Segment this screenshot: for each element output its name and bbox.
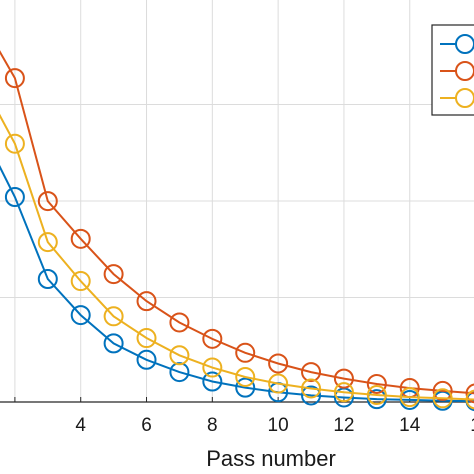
legend-marker — [455, 34, 474, 54]
data-point — [4, 68, 25, 89]
data-point — [169, 312, 190, 333]
data-point — [366, 373, 387, 394]
data-point — [4, 187, 25, 207]
series-layer — [0, 50, 474, 412]
data-point — [37, 191, 58, 212]
data-point — [465, 389, 474, 410]
data-point — [169, 362, 190, 383]
x-tick-label: 1 — [470, 415, 474, 436]
x-tick-label: 12 — [333, 415, 354, 436]
data-point — [235, 377, 256, 398]
data-point — [103, 264, 124, 285]
data-point — [432, 380, 453, 401]
data-point — [432, 388, 453, 409]
data-point — [169, 345, 190, 366]
data-point — [37, 232, 58, 253]
data-point — [235, 366, 256, 387]
data-point — [202, 328, 223, 349]
x-axis-label: Pass number — [206, 446, 336, 471]
plot-area — [0, 0, 474, 403]
data-point — [136, 291, 157, 312]
data-point — [202, 357, 223, 378]
data-point — [333, 368, 354, 389]
x-tick-label: 14 — [399, 415, 421, 436]
x-tick-labels: 4 6 8 10 12 14 1 — [75, 415, 474, 436]
legend-marker — [455, 88, 474, 108]
series-line — [0, 113, 474, 401]
series-3 — [0, 113, 474, 410]
data-point — [136, 349, 157, 370]
data-point — [136, 328, 157, 349]
data-point — [70, 305, 91, 326]
x-tick-label: 10 — [268, 415, 289, 436]
data-point — [202, 371, 223, 392]
data-point — [301, 378, 322, 399]
data-point — [103, 306, 124, 327]
data-point — [399, 387, 420, 408]
data-point — [301, 385, 322, 406]
legend-marker — [455, 61, 474, 81]
x-tick-label: 8 — [207, 415, 218, 436]
data-point — [4, 133, 25, 154]
series-line — [0, 165, 474, 403]
data-point — [268, 373, 289, 394]
data-point — [235, 342, 256, 363]
data-point — [366, 385, 387, 406]
data-point — [70, 271, 91, 292]
series-line — [0, 50, 474, 395]
x-tick-label: 6 — [141, 415, 152, 436]
series-1 — [0, 165, 474, 412]
data-point — [333, 382, 354, 403]
x-tick-label: 4 — [75, 415, 86, 436]
data-point — [268, 353, 289, 374]
legend — [431, 24, 474, 116]
series-2 — [0, 50, 474, 404]
data-point — [37, 269, 58, 289]
data-point — [70, 228, 91, 249]
data-point — [465, 383, 474, 404]
data-point — [103, 333, 124, 354]
data-point — [301, 362, 322, 383]
